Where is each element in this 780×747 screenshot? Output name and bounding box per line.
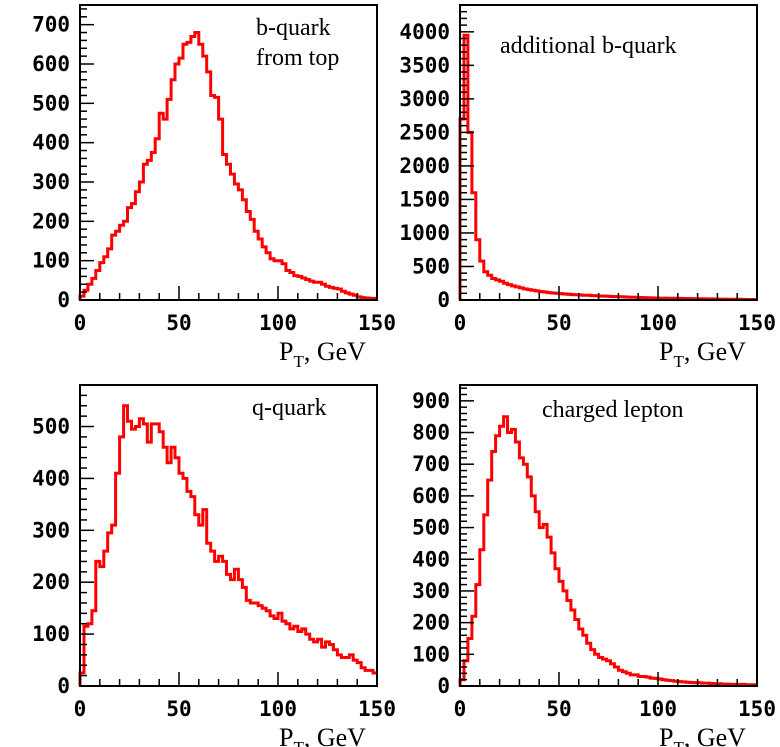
y-tick-label: 3000 <box>399 87 450 111</box>
panel-2: 0 50 100 1500500100015002000250030003500400… <box>399 4 776 371</box>
y-tick-label: 200 <box>412 611 450 635</box>
plot-frame <box>79 384 378 687</box>
x-tick-label: 100 <box>639 697 677 721</box>
histogram-line <box>78 404 377 686</box>
y-tick-label: 300 <box>412 579 450 603</box>
histogram-line <box>458 415 757 687</box>
y-tick-label: 2500 <box>399 120 450 144</box>
y-tick-label: 2000 <box>399 154 450 178</box>
x-tick-label: 0 <box>454 311 467 335</box>
y-tick-label: 0 <box>57 288 70 312</box>
histogram-line <box>78 31 377 300</box>
y-tick-label: 100 <box>412 642 450 666</box>
y-tick-label: 1500 <box>399 187 450 211</box>
x-axis-label: PT, GeV <box>279 337 366 371</box>
plot-frame <box>459 384 758 687</box>
y-tick-label: 200 <box>32 570 70 594</box>
x-tick-label: 50 <box>166 697 191 721</box>
panel-3: 0 50 100 150 0 100 200 300 400 500 q-quark PT, GeV <box>32 384 396 747</box>
y-tick-label: 400 <box>32 466 70 490</box>
x-axis-label: PT, GeV <box>279 723 366 747</box>
plot-frame <box>79 4 378 301</box>
y-tick-label: 0 <box>437 674 450 698</box>
panel-1: 0 50 100 150 0 100 200 300 400 500 600 700 b-quark fr… <box>32 4 396 371</box>
y-tick-label: 0 <box>437 288 450 312</box>
panel-4: 0 50 100 150 0 100 200 300 400 500 600 700 800 900 cha… <box>412 384 776 747</box>
x-tick-label: 150 <box>358 697 396 721</box>
x-tick-label: 50 <box>166 311 191 335</box>
y-tick-label: 500 <box>32 415 70 439</box>
x-tick-label: 150 <box>738 311 776 335</box>
y-tick-label: 400 <box>32 131 70 155</box>
y-tick-label: 500 <box>412 254 450 278</box>
x-tick-label: 0 <box>74 697 87 721</box>
y-tick-label: 500 <box>412 516 450 540</box>
x-tick-label: 50 <box>546 311 571 335</box>
y-tick-label: 300 <box>32 170 70 194</box>
x-tick-label: 100 <box>259 697 297 721</box>
y-tick-label: 3500 <box>399 53 450 77</box>
y-tick-label: 700 <box>32 13 70 37</box>
x-tick-label: 0 <box>74 311 87 335</box>
y-tick-label: 600 <box>412 484 450 508</box>
panel-annotation: from top <box>256 45 339 71</box>
panel-annotation: b-quark <box>256 15 331 41</box>
panel-annotation: charged lepton <box>542 397 684 423</box>
x-axis-label: PT, GeV <box>659 723 746 747</box>
x-tick-label: 150 <box>358 311 396 335</box>
x-tick-label: 100 <box>259 311 297 335</box>
y-tick-label: 1000 <box>399 221 450 245</box>
x-axis-label: PT, GeV <box>659 337 746 371</box>
y-tick-label: 100 <box>32 622 70 646</box>
histogram-line <box>458 33 757 301</box>
x-tick-label: 50 <box>546 697 571 721</box>
y-tick-label: 400 <box>412 547 450 571</box>
y-tick-label: 0 <box>57 674 70 698</box>
y-tick-label: 900 <box>412 389 450 413</box>
panel-annotation: q-quark <box>252 395 327 421</box>
y-tick-label: 4000 <box>399 20 450 44</box>
x-tick-label: 100 <box>639 311 677 335</box>
y-tick-label: 100 <box>32 249 70 273</box>
y-tick-label: 600 <box>32 52 70 76</box>
y-tick-label: 800 <box>412 421 450 445</box>
y-tick-label: 200 <box>32 209 70 233</box>
y-tick-label: 700 <box>412 452 450 476</box>
y-tick-label: 300 <box>32 518 70 542</box>
panel-annotation: additional b-quark <box>500 33 677 59</box>
y-tick-label: 500 <box>32 91 70 115</box>
x-tick-label: 0 <box>454 697 467 721</box>
x-tick-label: 150 <box>738 697 776 721</box>
